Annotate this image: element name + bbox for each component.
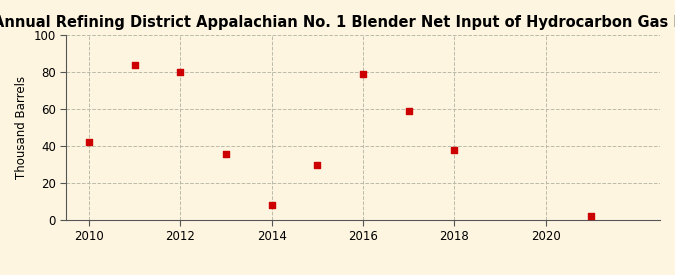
Point: [175, 70, 186, 75]
Point: [84, 140, 95, 145]
Point: [267, 203, 277, 208]
Point: [586, 214, 597, 219]
Point: [449, 148, 460, 152]
Point: [404, 109, 414, 113]
Point: [358, 72, 369, 76]
Point: [221, 151, 232, 156]
Y-axis label: Thousand Barrels: Thousand Barrels: [15, 76, 28, 179]
Point: [130, 63, 140, 67]
Point: [312, 163, 323, 167]
Title: Annual Refining District Appalachian No. 1 Blender Net Input of Hydrocarbon Gas : Annual Refining District Appalachian No.…: [0, 15, 675, 30]
